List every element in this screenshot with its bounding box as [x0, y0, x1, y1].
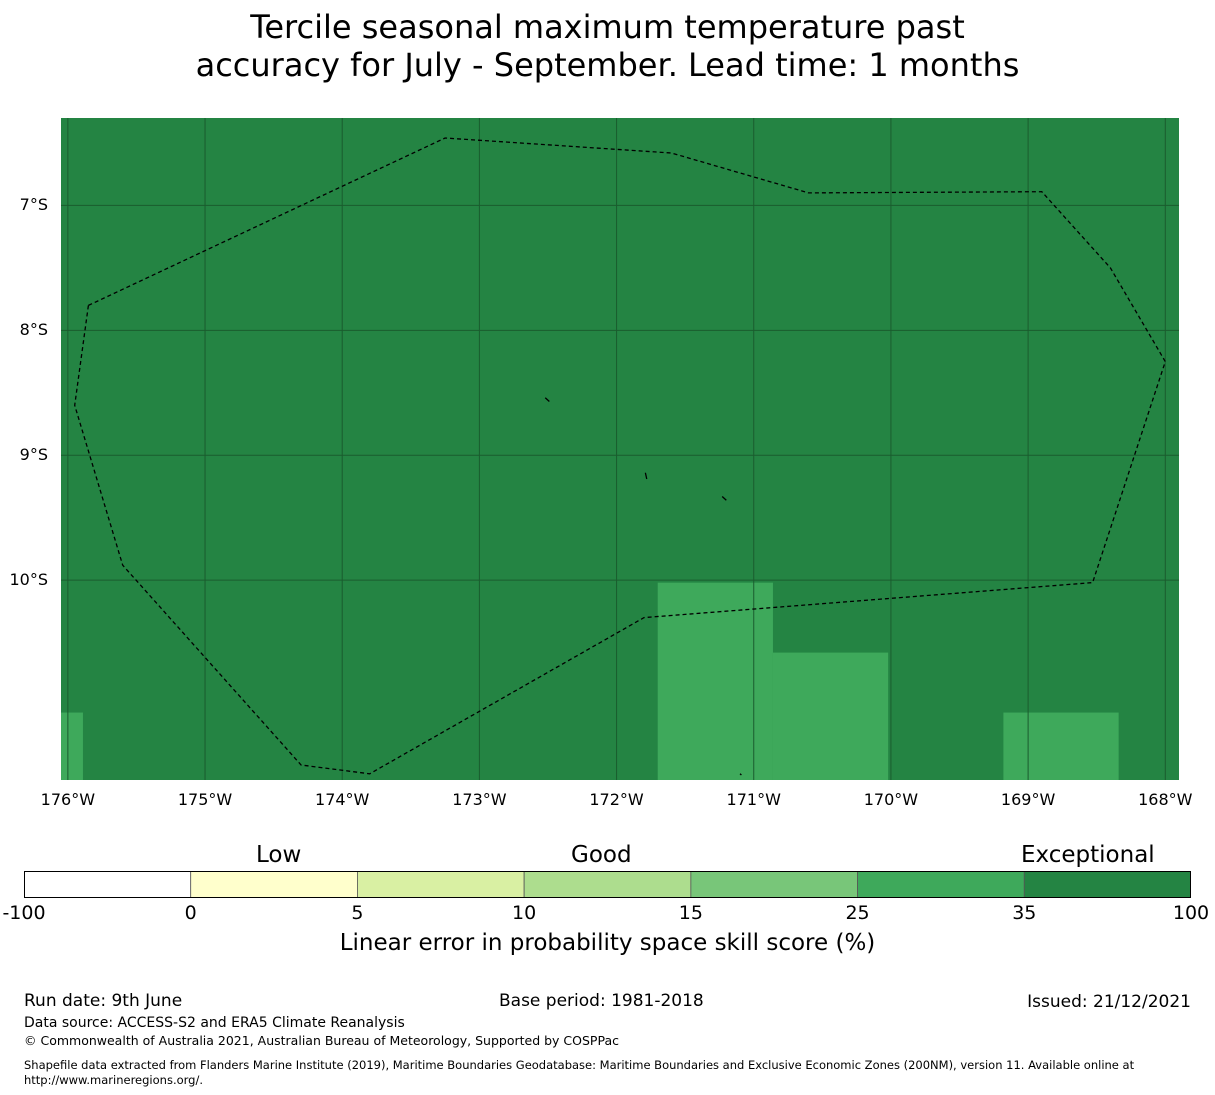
eez-boundary-line: [74, 137, 1167, 775]
graticule: [61, 118, 1179, 780]
island-outline: [644, 472, 648, 480]
colorbar-label: Linear error in probability space skill …: [339, 930, 876, 956]
legend-category-good: Good: [571, 842, 632, 868]
island-outline: [721, 495, 727, 501]
colorbar-segment: [857, 871, 1025, 898]
longitude-label: 169°W: [1000, 790, 1056, 809]
longitude-label: 172°W: [589, 790, 644, 809]
shapefile-credit-line1: Shapefile data extracted from Flanders M…: [24, 1058, 1135, 1072]
colorbar-segment: [357, 871, 525, 898]
longitude-label: 174°W: [315, 790, 370, 809]
colorbar: [24, 871, 1191, 898]
latitude-label: 10°S: [9, 570, 48, 590]
longitude-label: 175°W: [177, 790, 233, 809]
map-title: Tercile seasonal maximum temperature pas…: [0, 8, 1215, 84]
longitude-label: 176°W: [40, 790, 96, 809]
shapefile-credit-line2: http://www.marineregions.org/.: [24, 1073, 203, 1087]
issued-date: Issued: 21/12/2021: [1027, 992, 1191, 1012]
map-background: [61, 118, 1179, 780]
legend-category-exceptional: Exceptional: [1021, 842, 1155, 868]
skill-cell: [61, 712, 83, 780]
colorbar-tick-label: 5: [351, 902, 364, 924]
run-date: Run date: 9th June: [24, 991, 183, 1011]
map-title-line1: Tercile seasonal maximum temperature pas…: [250, 8, 965, 46]
skill-cell: [1003, 712, 1119, 780]
colorbar-segment: [1023, 871, 1191, 898]
colorbar-tick-label: 100: [1172, 902, 1210, 924]
skill-cell: [772, 652, 889, 780]
latitude-label: 8°S: [19, 320, 48, 340]
colorbar-tick-label: 0: [184, 902, 197, 924]
legend-category-low: Low: [256, 842, 302, 868]
longitude-label: 170°W: [863, 790, 919, 809]
skill-score-map: [61, 118, 1179, 780]
colorbar-tick-label: 35: [1012, 902, 1037, 924]
colorbar-tick-label: 15: [678, 902, 703, 924]
islands: [544, 397, 742, 776]
map-title-line2: accuracy for July - September. Lead time…: [195, 46, 1020, 84]
colorbar-tick-label: 10: [512, 902, 537, 924]
island-outline: [739, 773, 742, 776]
colorbar-tick-label: -100: [2, 902, 46, 924]
base-period: Base period: 1981-2018: [499, 991, 704, 1011]
colorbar-outline: [24, 871, 1191, 898]
copyright: © Commonwealth of Australia 2021, Austra…: [24, 1033, 619, 1048]
data-source: Data source: ACCESS-S2 and ERA5 Climate …: [24, 1015, 405, 1031]
longitude-label: 168°W: [1138, 790, 1193, 809]
colorbar-segment: [190, 871, 358, 898]
longitude-label: 171°W: [726, 790, 781, 809]
colorbar-segment: [523, 871, 692, 898]
colorbar-segment: [690, 871, 858, 898]
longitude-label: 173°W: [452, 790, 507, 809]
colorbar-tick-label: 25: [845, 902, 870, 924]
latitude-label: 7°S: [19, 195, 48, 215]
island-outline: [544, 397, 550, 403]
colorbar-segment: [24, 871, 192, 898]
skill-cell: [657, 582, 773, 780]
latitude-label: 9°S: [19, 445, 48, 465]
